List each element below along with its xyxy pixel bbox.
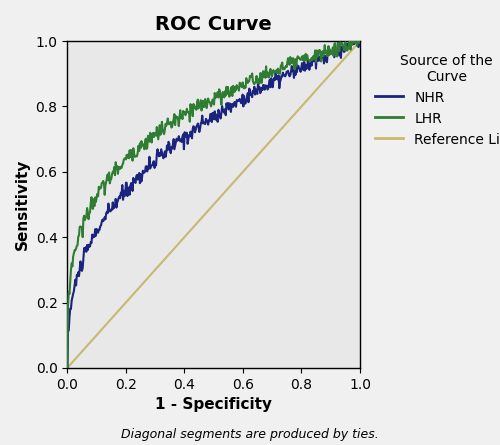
Legend: NHR, LHR, Reference Line: NHR, LHR, Reference Line xyxy=(370,48,500,152)
X-axis label: 1 - Specificity: 1 - Specificity xyxy=(155,397,272,412)
Text: Diagonal segments are produced by ties.: Diagonal segments are produced by ties. xyxy=(121,428,379,441)
Y-axis label: Sensitivity: Sensitivity xyxy=(15,159,30,250)
Title: ROC Curve: ROC Curve xyxy=(156,15,272,34)
